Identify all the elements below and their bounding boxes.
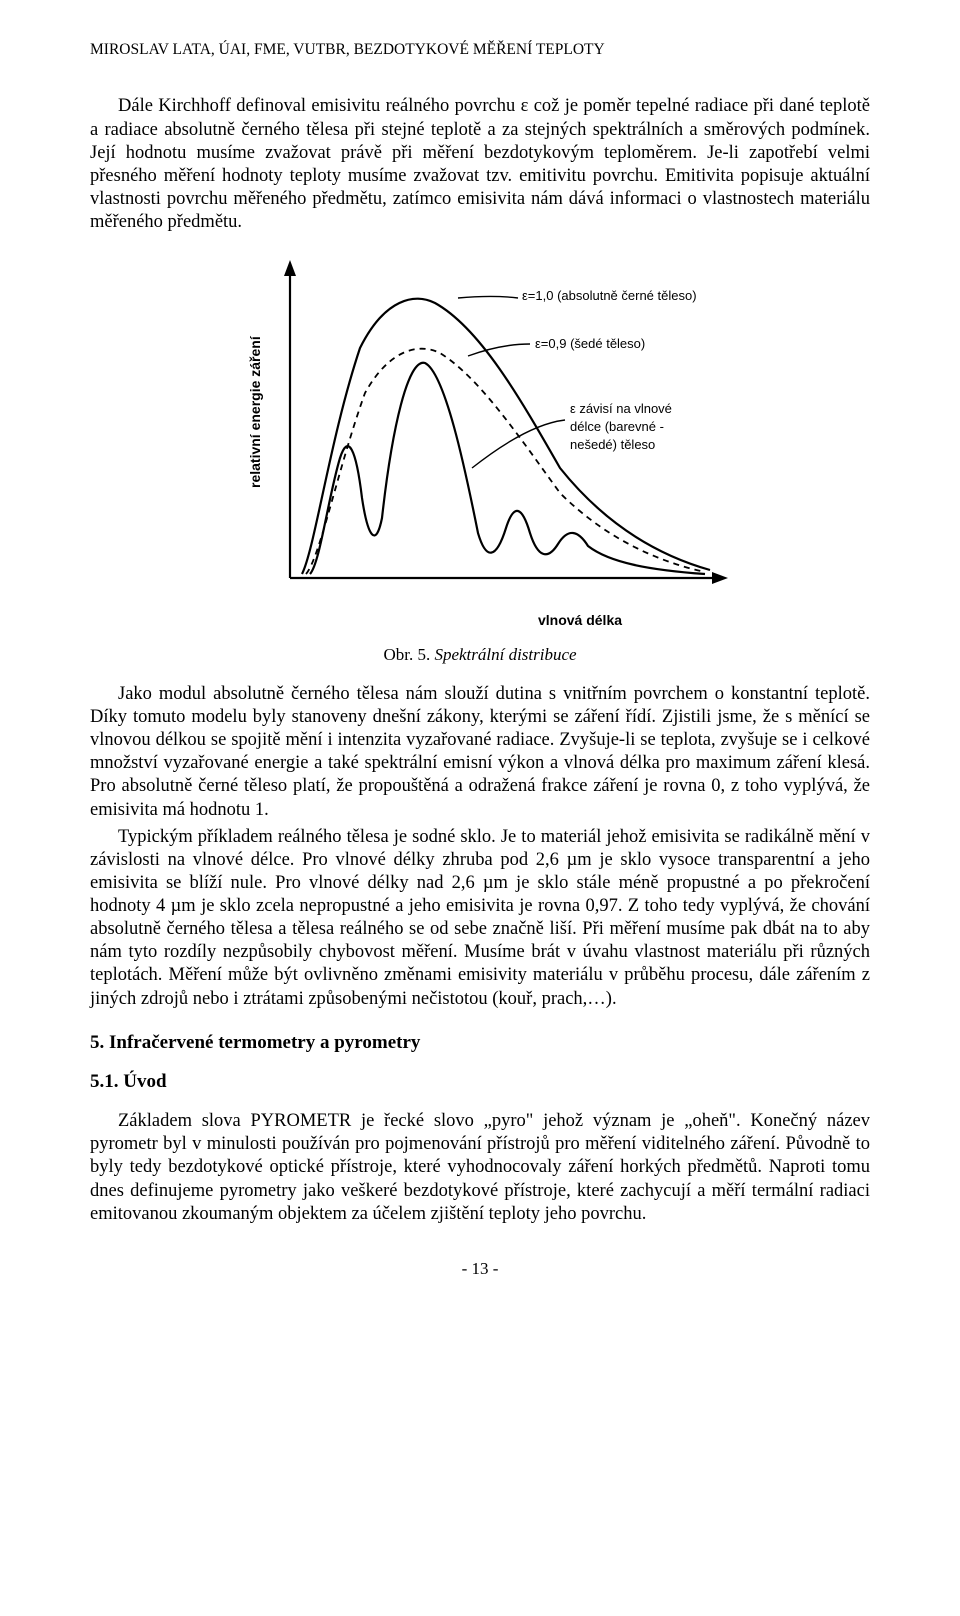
figure-5-caption: Obr. 5. Spektrální distribuce	[90, 644, 870, 665]
annot-epsvar-3: nešedé) těleso	[570, 437, 655, 452]
paragraph-2a: Jako modul absolutně černého tělesa nám …	[90, 683, 870, 822]
x-axis-label: vlnová délka	[90, 612, 870, 630]
figure-caption-number: Obr. 5.	[383, 645, 430, 664]
annot-epsvar-1: ε závisí na vlnové	[570, 401, 672, 416]
page-number: - 13 -	[90, 1258, 870, 1279]
figure-caption-title: Spektrální distribuce	[430, 645, 576, 664]
y-axis-label: relativní energie záření	[247, 335, 263, 488]
paragraph-1: Dále Kirchhoff definoval emisivitu reáln…	[90, 95, 870, 234]
paragraph-3: Základem slova PYROMETR je řecké slovo „…	[90, 1110, 870, 1226]
annot-eps09: ε=0,9 (šedé těleso)	[535, 336, 645, 351]
annot-epsvar-2: délce (barevné -	[570, 419, 664, 434]
figure-5: ε=1,0 (absolutně černé těleso) ε=0,9 (še…	[90, 248, 870, 630]
spectral-distribution-chart: ε=1,0 (absolutně černé těleso) ε=0,9 (še…	[220, 248, 740, 608]
paragraph-2b: Typickým příkladem reálného tělesa je so…	[90, 826, 870, 1011]
section-5-1-heading: 5.1. Úvod	[90, 1070, 870, 1094]
section-5-heading: 5. Infračervené termometry a pyrometry	[90, 1031, 870, 1055]
page-header: MIROSLAV LATA, ÚAI, FME, VUTBR, BEZDOTYK…	[90, 40, 870, 59]
annot-eps1: ε=1,0 (absolutně černé těleso)	[522, 288, 697, 303]
